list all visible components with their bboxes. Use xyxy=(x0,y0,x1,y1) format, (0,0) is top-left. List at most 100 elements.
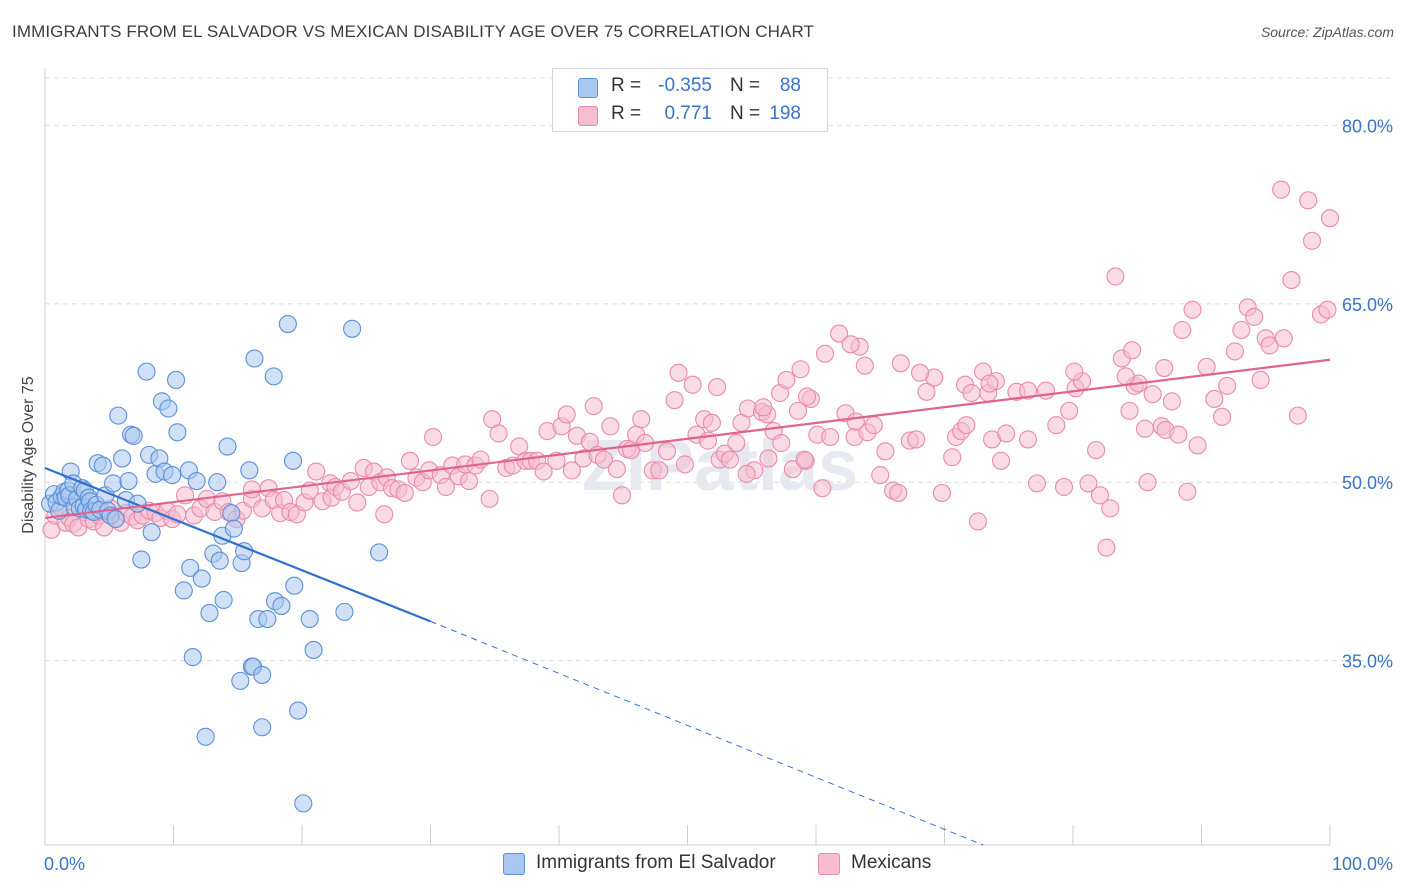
mexican-point xyxy=(855,356,874,375)
el-salvador-point xyxy=(210,551,229,570)
mexican-point xyxy=(815,344,835,363)
el-salvador-point xyxy=(106,510,125,529)
mexican-point xyxy=(1079,474,1098,493)
mexican-point xyxy=(424,427,443,447)
mexican-point xyxy=(594,450,614,469)
mexican-point xyxy=(962,383,981,403)
mexican-point xyxy=(891,354,910,373)
mexican-point xyxy=(720,450,739,469)
mexican-point xyxy=(1288,406,1307,425)
mexican-point xyxy=(400,451,419,470)
mexican-point xyxy=(759,449,778,468)
el-salvador-point xyxy=(258,609,277,629)
el-salvador-point xyxy=(187,471,206,491)
mexican-point xyxy=(1245,307,1264,326)
mexican-point xyxy=(1320,209,1340,228)
mexican-point xyxy=(871,466,890,485)
mexican-point xyxy=(1169,425,1188,444)
el-salvador-point xyxy=(335,602,354,621)
el-salvador-point xyxy=(231,671,250,690)
el-salvador-trend-extension xyxy=(430,620,984,846)
mexican-point xyxy=(754,398,773,417)
blue-swatch xyxy=(578,78,598,98)
mexican-point xyxy=(1197,357,1216,376)
mexican-point xyxy=(702,413,721,432)
mexican-point xyxy=(708,378,727,397)
el-salvador-point xyxy=(167,370,186,389)
el-salvador-point xyxy=(218,437,237,456)
mexican-point xyxy=(1302,231,1322,250)
mexican-point xyxy=(1260,336,1279,355)
mexican-point xyxy=(737,464,756,483)
el-salvador-point xyxy=(343,319,362,338)
mexican-point xyxy=(1018,381,1038,400)
y-tick-label: 65.0% xyxy=(1342,295,1393,315)
mexican-point xyxy=(1173,320,1192,340)
mexican-point xyxy=(1205,389,1224,409)
legend-label: Immigrants from El Salvador xyxy=(536,852,776,873)
mexican-point xyxy=(991,451,1011,470)
r-label: R = xyxy=(611,103,642,124)
mexican-point xyxy=(1282,270,1301,290)
el-salvador-point xyxy=(183,648,202,667)
el-salvador-point xyxy=(294,794,313,813)
mexican-point xyxy=(1060,401,1079,420)
mexican-point xyxy=(1143,385,1162,404)
x-tick-label: 0.0% xyxy=(44,854,85,874)
el-salvador-point xyxy=(174,581,193,600)
mexican-point xyxy=(557,405,576,424)
el-salvador-point xyxy=(104,474,123,493)
trend-lines xyxy=(44,358,1331,846)
el-salvador-point xyxy=(124,426,143,445)
legend-label: Mexicans xyxy=(851,852,932,873)
mexican-point xyxy=(772,433,791,453)
pink-swatch xyxy=(818,853,840,875)
el-salvador-point xyxy=(208,473,227,492)
tick-labels: 35.0% 50.0% 65.0% 80.0% 0.0% 100.0% xyxy=(44,116,1393,874)
r-value: -0.355 xyxy=(658,75,712,96)
mexican-point xyxy=(348,493,367,512)
el-salvador-point xyxy=(245,349,264,368)
legend-row-mexicans: R = 0.771 N = 198 xyxy=(553,101,827,129)
mexican-point xyxy=(307,462,326,481)
mexican-point xyxy=(777,370,796,389)
el-salvador-point xyxy=(300,609,319,629)
mexican-point xyxy=(375,505,394,524)
mexican-point xyxy=(813,479,832,498)
el-salvador-point xyxy=(109,406,128,425)
mexican-point xyxy=(562,461,581,480)
mexican-point xyxy=(1018,430,1038,449)
el-salvador-point xyxy=(240,461,259,480)
mexican-point xyxy=(788,401,808,420)
el-salvador-point xyxy=(253,718,272,737)
mexican-point xyxy=(1251,370,1270,389)
el-salvador-point xyxy=(272,596,291,615)
gridlines xyxy=(45,77,1392,662)
mexican-point xyxy=(1232,320,1251,340)
mexican-point xyxy=(1027,474,1047,493)
mexican-point xyxy=(997,424,1016,443)
mexican-point xyxy=(1036,381,1056,400)
y-tick-label: 80.0% xyxy=(1342,116,1393,136)
mexican-point xyxy=(675,455,694,474)
mexican-point xyxy=(436,477,455,497)
el-salvador-point xyxy=(214,590,233,610)
mexican-point xyxy=(957,416,976,435)
mexican-point xyxy=(968,512,987,531)
r-value: 0.771 xyxy=(664,103,712,124)
mexican-point xyxy=(795,450,814,469)
mexican-point xyxy=(1101,499,1120,518)
mexican-point xyxy=(1054,477,1074,497)
mexican-point xyxy=(1183,300,1202,319)
mexican-point xyxy=(1272,180,1291,199)
mexican-point xyxy=(932,483,951,502)
mexican-point xyxy=(480,489,499,508)
mexican-point xyxy=(830,324,849,343)
mexican-point xyxy=(864,416,883,435)
el-salvador-point xyxy=(283,451,303,470)
el-salvador-point xyxy=(113,449,132,468)
mexican-point xyxy=(1162,392,1181,411)
mexican-point xyxy=(1299,191,1318,210)
el-salvador-point xyxy=(370,543,389,562)
